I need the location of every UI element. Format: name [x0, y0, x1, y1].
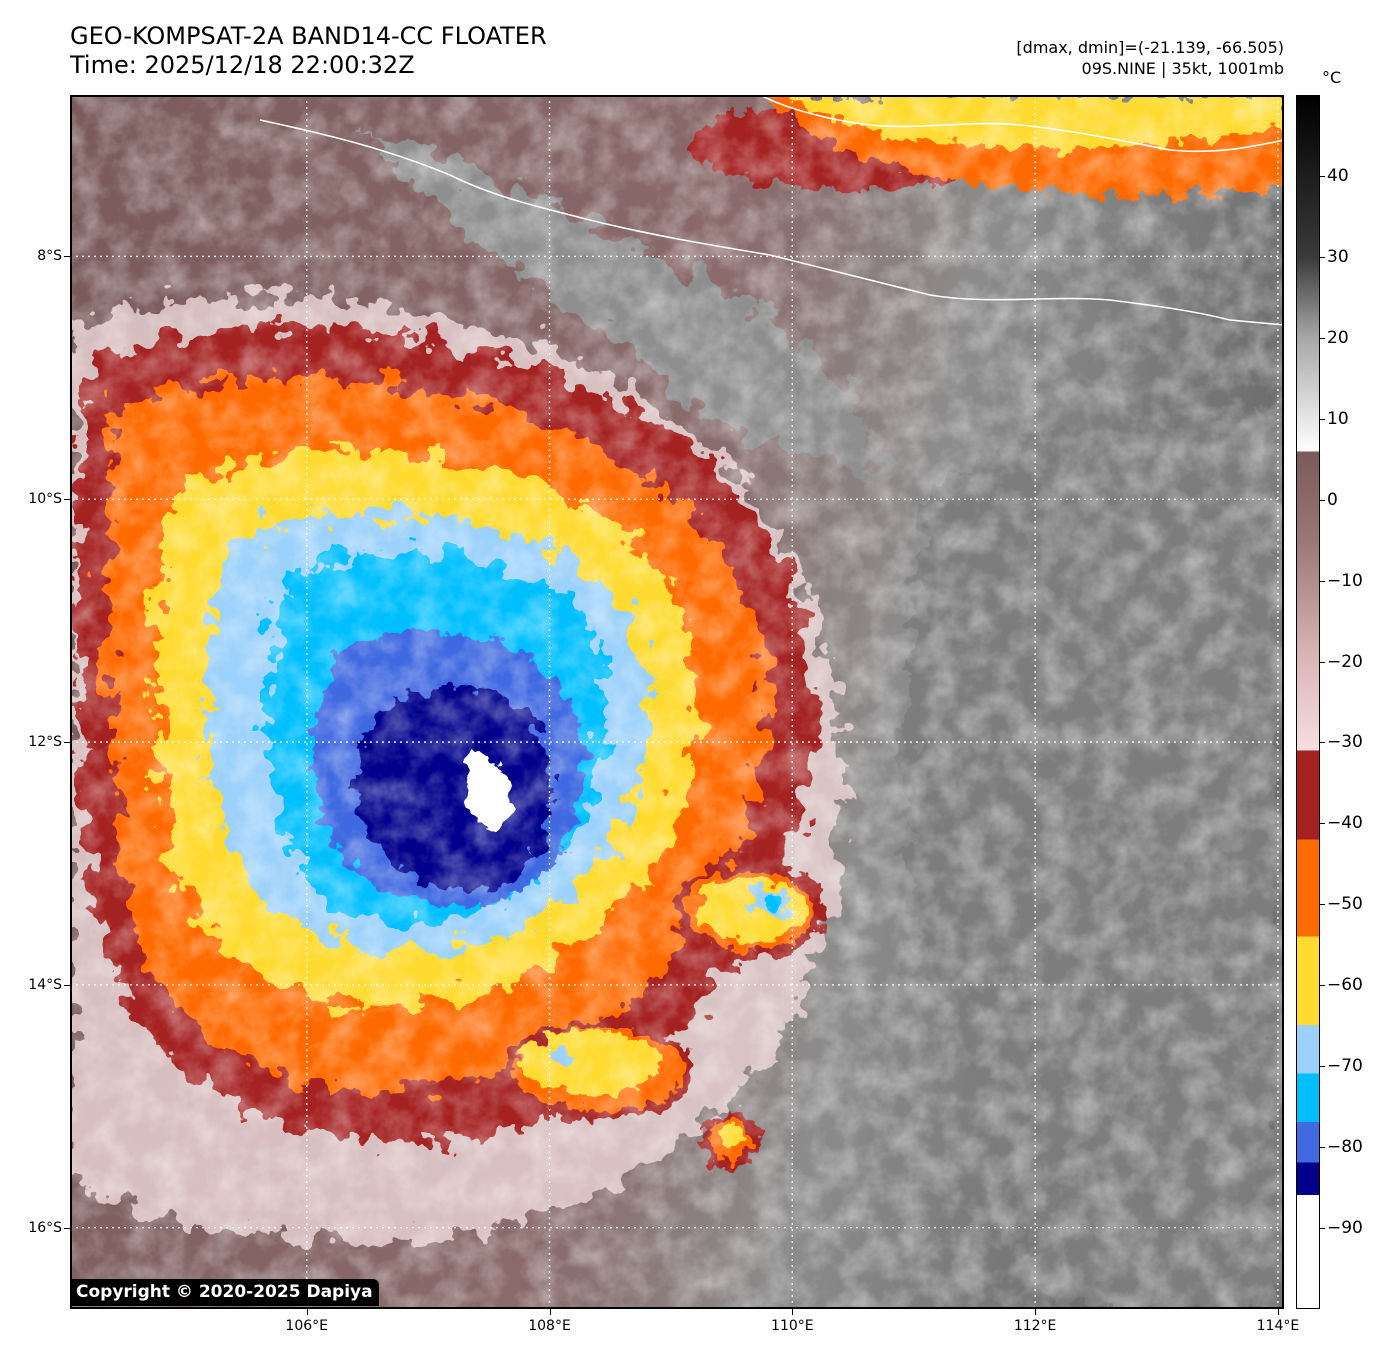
colorbar-tick	[1320, 499, 1325, 501]
colorbar	[1296, 95, 1320, 1309]
coastline	[259, 119, 1284, 326]
satellite-map	[70, 95, 1284, 1309]
lat-tick	[64, 256, 70, 258]
colorbar-tick	[1320, 1228, 1325, 1230]
lat-tick	[64, 1227, 70, 1229]
lat-label: 10°S	[28, 491, 62, 508]
colorbar-label: −20	[1327, 651, 1363, 672]
colorbar-tick	[1320, 418, 1325, 420]
colorbar-label: −40	[1327, 813, 1363, 834]
colorbar-tick	[1320, 985, 1325, 987]
colorbar-tick	[1320, 337, 1325, 339]
colorbar-label: −70	[1327, 1056, 1363, 1077]
colorbar-tick	[1320, 742, 1325, 744]
lat-label: 14°S	[28, 976, 62, 993]
colorbar-tick	[1320, 580, 1325, 582]
lon-tick	[1035, 1309, 1037, 1315]
colorbar-tick	[1320, 256, 1325, 258]
lat-tick	[64, 742, 70, 744]
gridlines	[70, 95, 1284, 1309]
lat-label: 16°S	[28, 1219, 62, 1236]
chart-title: GEO-KOMPSAT-2A BAND14-CC FLOATER	[70, 22, 547, 50]
colorbar-tick	[1320, 904, 1325, 906]
colorbar-label: 30	[1327, 246, 1349, 267]
storm-info: 09S.NINE | 35kt, 1001mb	[1081, 59, 1284, 78]
colorbar-label: 40	[1327, 165, 1349, 186]
lon-label: 106°E	[285, 1318, 328, 1334]
colorbar-label: 0	[1327, 489, 1338, 510]
lat-label: 12°S	[28, 734, 62, 751]
colorbar-label: −30	[1327, 732, 1363, 753]
lon-label: 110°E	[771, 1318, 814, 1334]
colorbar-tick	[1320, 823, 1325, 825]
cloud-texture	[70, 95, 1284, 1309]
colorbar-label: −90	[1327, 1218, 1363, 1239]
dmax-dmin-stats: [dmax, dmin]=(-21.139, -66.505)	[1016, 38, 1284, 57]
lon-label: 108°E	[528, 1318, 571, 1334]
lat-label: 8°S	[37, 248, 62, 265]
lon-tick	[1277, 1309, 1279, 1315]
lon-label: 114°E	[1256, 1318, 1300, 1334]
lon-label: 112°E	[1013, 1318, 1057, 1334]
lon-tick	[306, 1309, 308, 1315]
colorbar-tick	[1320, 1147, 1325, 1149]
colorbar-label: −60	[1327, 975, 1363, 996]
colorbar-label: −50	[1327, 894, 1363, 915]
timestamp: Time: 2025/12/18 22:00:32Z	[70, 51, 415, 79]
colorbar-tick	[1320, 1066, 1325, 1068]
lat-tick	[64, 984, 70, 986]
colorbar-label: 20	[1327, 327, 1349, 348]
copyright-notice: Copyright © 2020-2025 Dapiya	[70, 1279, 379, 1306]
colorbar-label: 10	[1327, 408, 1349, 429]
colorbar-unit: °C	[1322, 68, 1342, 87]
colorbar-tick	[1320, 661, 1325, 663]
colorbar-label: −10	[1327, 570, 1363, 591]
colorbar-tick	[1320, 175, 1325, 177]
colorbar-label: −80	[1327, 1137, 1363, 1158]
lat-tick	[64, 499, 70, 501]
lon-tick	[792, 1309, 794, 1315]
lon-tick	[549, 1309, 551, 1315]
